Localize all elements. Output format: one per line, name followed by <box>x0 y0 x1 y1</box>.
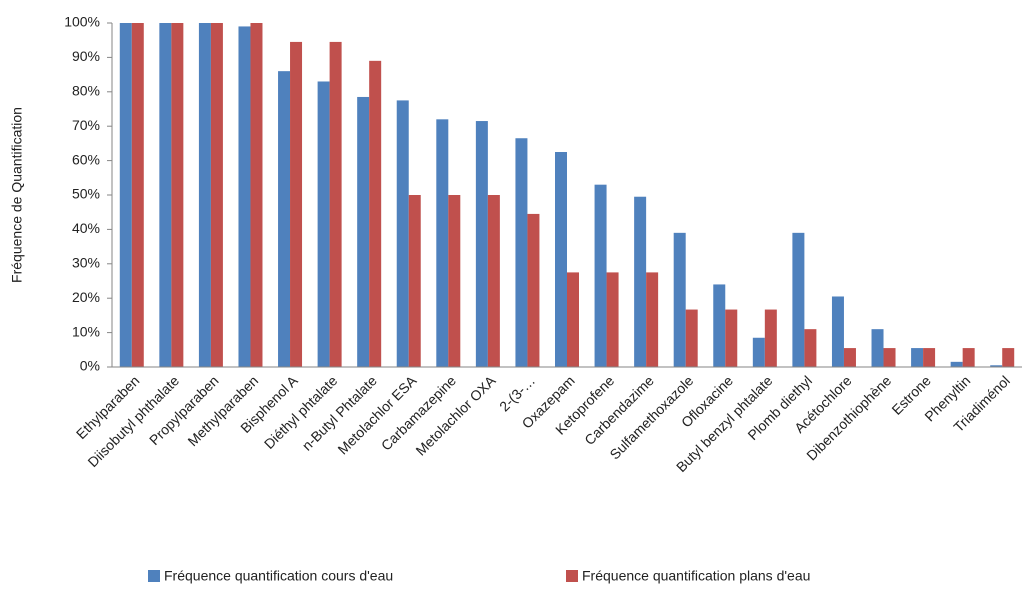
legend-swatch <box>566 570 578 582</box>
y-tick-label: 100% <box>64 14 100 30</box>
bar <box>238 26 251 367</box>
y-tick-label: 0% <box>80 358 100 374</box>
bar <box>131 23 144 367</box>
bar <box>448 195 461 367</box>
y-tick-label: 80% <box>72 83 100 99</box>
bar <box>290 41 303 368</box>
bar <box>843 348 856 367</box>
bar <box>804 329 817 367</box>
bar <box>950 361 963 367</box>
bar <box>634 196 647 367</box>
bar <box>487 195 500 367</box>
bar <box>831 296 844 367</box>
bar <box>369 60 382 368</box>
bar <box>210 23 223 367</box>
bar <box>408 195 421 367</box>
bar <box>567 272 579 367</box>
bar <box>713 284 726 367</box>
bar <box>764 309 777 367</box>
bar <box>329 41 342 368</box>
y-tick-label: 50% <box>72 186 100 202</box>
legend-label: Fréquence quantification plans d'eau <box>582 568 810 584</box>
bar <box>606 272 619 367</box>
bar <box>555 152 567 367</box>
legend-swatch <box>148 570 160 582</box>
bar <box>436 119 449 367</box>
x-tick-label: Propylparaben <box>146 372 222 448</box>
bar <box>883 348 896 367</box>
bar <box>990 365 1003 367</box>
bar <box>515 138 528 367</box>
bar <box>250 23 263 367</box>
bar <box>752 337 765 367</box>
y-tick-label: 60% <box>72 151 100 167</box>
bar <box>159 23 172 367</box>
y-tick-label: 10% <box>72 323 100 339</box>
y-tick-label: 40% <box>72 220 100 236</box>
bar <box>198 23 211 367</box>
bar <box>792 232 805 367</box>
bar <box>119 23 132 367</box>
bar <box>278 71 291 367</box>
bar <box>396 100 409 368</box>
bar <box>962 348 975 367</box>
bar <box>171 23 184 367</box>
bar <box>685 309 698 367</box>
y-tick-label: 20% <box>72 289 100 305</box>
bar <box>317 81 330 367</box>
bar <box>911 348 924 367</box>
y-tick-label: 30% <box>72 255 100 271</box>
bar <box>725 309 738 367</box>
y-tick-label: 70% <box>72 117 100 133</box>
bar <box>871 329 884 367</box>
x-tick-label: Carbendazime <box>581 372 657 448</box>
bar <box>357 96 370 368</box>
bar <box>594 184 607 367</box>
bar <box>527 213 540 367</box>
bar <box>646 272 659 367</box>
y-axis-title: Fréquence de Quantification <box>9 107 25 283</box>
legend-label: Fréquence quantification cours d'eau <box>164 568 393 584</box>
bar <box>475 121 488 367</box>
y-tick-label: 90% <box>72 48 100 64</box>
bar <box>923 348 936 367</box>
bar <box>673 232 686 367</box>
bar <box>1002 348 1015 367</box>
